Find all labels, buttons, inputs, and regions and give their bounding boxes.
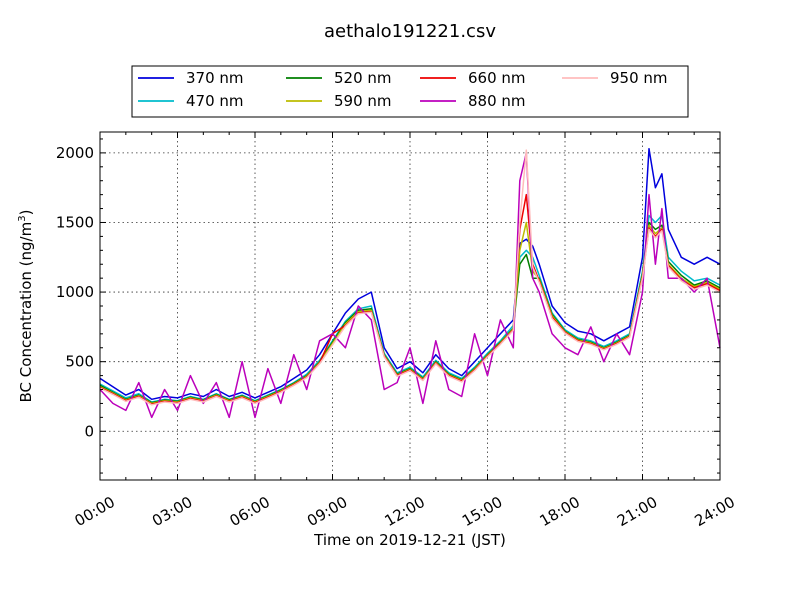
- x-tick-labels: 00:00 03:00 06:00 09:00 12:00 15:00 18:00 21:00…: [72, 493, 738, 530]
- legend-label: 950 nm: [610, 69, 668, 87]
- legend-label: 880 nm: [468, 92, 526, 110]
- y-tick-label: 500: [65, 353, 94, 371]
- series-line-950-nm: [99, 149, 721, 406]
- y-axis-label: BC Concentration (ng/m3): [17, 210, 35, 403]
- chart-title: aethalo191221.csv: [324, 21, 496, 42]
- grid: [100, 132, 720, 480]
- x-tick-label: 24:00: [692, 493, 738, 530]
- plot-series: [99, 147, 721, 419]
- x-tick-label: 21:00: [614, 493, 660, 530]
- axis-ticks: [99, 132, 721, 480]
- plot-frame: [99, 131, 721, 481]
- y-tick-labels: 0 500 1000 1500 2000: [56, 144, 94, 440]
- legend-item: 590 nm: [286, 92, 392, 110]
- legend-item: 950 nm: [562, 69, 668, 87]
- legend-item: 520 nm: [286, 69, 392, 87]
- legend-item: 370 nm: [138, 69, 244, 87]
- series-line-880-nm: [99, 152, 721, 419]
- legend-frame: [131, 65, 689, 118]
- legend-item: 470 nm: [138, 92, 244, 110]
- y-tick-label: 2000: [56, 144, 94, 162]
- series-line-370-nm: [99, 147, 721, 401]
- y-tick-label: 1500: [56, 213, 94, 231]
- x-tick-label: 18:00: [537, 493, 583, 530]
- x-axis-label: Time on 2019-12-21 (JST): [313, 531, 506, 549]
- x-tick-label: 06:00: [227, 493, 273, 530]
- legend-label: 590 nm: [334, 92, 392, 110]
- legend: 370 nm 470 nm 520 nm 590 nm 660 nm 880 nm 950 …: [131, 65, 689, 118]
- legend-label: 660 nm: [468, 69, 526, 87]
- x-tick-label: 09:00: [304, 493, 350, 530]
- y-axis-label-superscript: 3: [17, 215, 28, 221]
- y-tick-label: 0: [84, 422, 94, 440]
- legend-label: 520 nm: [334, 69, 392, 87]
- x-tick-label: 03:00: [149, 493, 195, 530]
- y-axis-label-main: BC Concentration (ng/m: [17, 222, 35, 403]
- x-tick-label: 00:00: [72, 493, 118, 530]
- x-tick-label: 12:00: [382, 493, 428, 530]
- legend-label: 470 nm: [186, 92, 244, 110]
- x-tick-label: 15:00: [459, 493, 505, 530]
- y-axis-label-end: ): [17, 210, 35, 216]
- legend-item: 880 nm: [420, 92, 526, 110]
- y-tick-label: 1000: [56, 283, 94, 301]
- legend-item: 660 nm: [420, 69, 526, 87]
- legend-label: 370 nm: [186, 69, 244, 87]
